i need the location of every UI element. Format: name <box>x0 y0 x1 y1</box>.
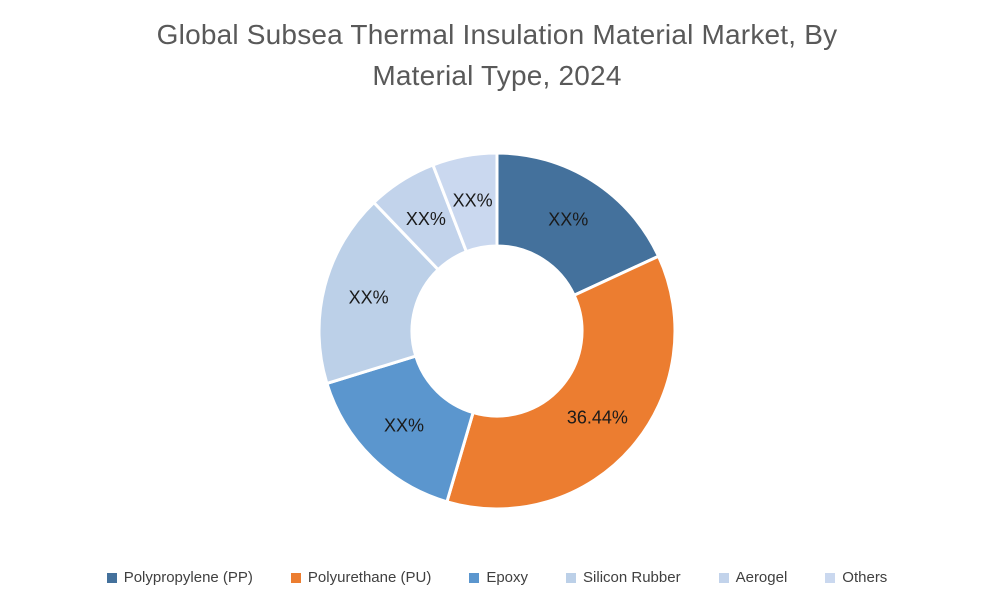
slice-label-silicon-rubber: XX% <box>349 288 389 308</box>
legend-label: Others <box>842 569 888 586</box>
slice-polyurethane-pu <box>445 254 677 511</box>
slice-label-others: XX% <box>453 191 493 211</box>
legend-item-others: Others <box>825 569 887 586</box>
legend-swatch-icon <box>290 572 301 583</box>
slice-silicon-rubber <box>317 200 440 385</box>
legend-swatch-icon <box>106 572 117 583</box>
slice-label-aerogel: XX% <box>406 209 446 229</box>
chart-title-line-1: Global Subsea Thermal Insulation Materia… <box>156 19 838 50</box>
legend-label: Polyurethane (PU) <box>307 569 432 586</box>
legend-swatch-icon <box>825 572 836 583</box>
chart-title: Global Subsea Thermal Insulation Materia… <box>0 14 994 96</box>
slice-polypropylene-pp <box>495 151 661 297</box>
legend-label: Polypropylene (PP) <box>123 569 253 586</box>
donut-chart: XX% 36.44% XX% XX% XX% XX% <box>305 139 689 523</box>
legend-item-polyurethane-pu: Polyurethane (PU) <box>290 569 432 586</box>
legend-swatch-icon <box>718 572 729 583</box>
donut-chart-svg: XX% 36.44% XX% XX% XX% XX% <box>317 151 677 511</box>
legend-label: Epoxy <box>486 569 529 586</box>
legend-item-polypropylene-pp: Polypropylene (PP) <box>106 569 253 586</box>
legend-swatch-icon <box>469 572 480 583</box>
slice-label-polyurethane-pu: 36.44% <box>567 408 628 428</box>
legend-label: Aerogel <box>735 569 788 586</box>
slice-others <box>431 151 499 254</box>
legend-item-epoxy: Epoxy <box>469 569 528 586</box>
slice-epoxy <box>325 354 475 504</box>
legend-label: Silicon Rubber <box>583 569 681 586</box>
slice-label-polypropylene-pp: XX% <box>548 209 588 229</box>
slice-label-epoxy: XX% <box>384 415 424 435</box>
legend-item-silicon-rubber: Silicon Rubber <box>566 569 681 586</box>
legend-swatch-icon <box>566 572 577 583</box>
legend: Polypropylene (PP) Polyurethane (PU) Epoxy… <box>0 569 994 586</box>
legend-item-aerogel: Aerogel <box>718 569 788 586</box>
chart-title-line-2: Material Type, 2024 <box>372 60 622 91</box>
